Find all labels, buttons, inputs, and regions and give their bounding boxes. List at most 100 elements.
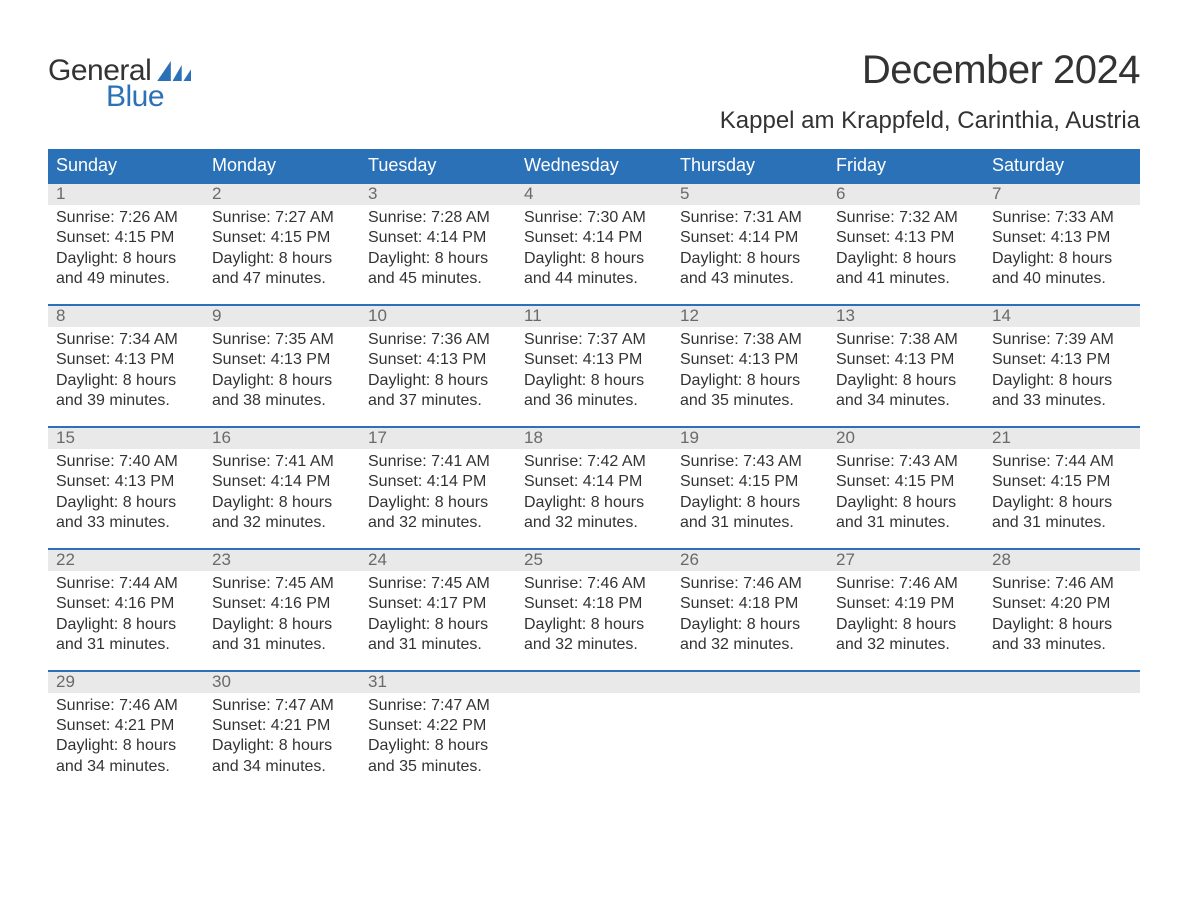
day-detail: Sunrise: 7:41 AMSunset: 4:14 PMDaylight:… (360, 449, 516, 548)
daylight-line2: and 36 minutes. (524, 391, 664, 411)
day-number: 13 (828, 306, 984, 327)
sunrise-text: Sunrise: 7:43 AM (680, 452, 820, 472)
calendar-table: Sunday Monday Tuesday Wednesday Thursday… (48, 149, 1140, 791)
calendar-week: 22232425262728Sunrise: 7:44 AMSunset: 4:… (48, 548, 1140, 670)
daylight-line1: Daylight: 8 hours (680, 371, 820, 391)
daylight-line2: and 31 minutes. (836, 513, 976, 533)
daylight-line2: and 32 minutes. (524, 513, 664, 533)
sunset-text: Sunset: 4:13 PM (836, 228, 976, 248)
sunrise-text: Sunrise: 7:44 AM (56, 574, 196, 594)
day-number: 7 (984, 184, 1140, 205)
day-number: 16 (204, 428, 360, 449)
daylight-line2: and 37 minutes. (368, 391, 508, 411)
sunset-text: Sunset: 4:15 PM (992, 472, 1132, 492)
daylight-line1: Daylight: 8 hours (836, 249, 976, 269)
daylight-line1: Daylight: 8 hours (212, 371, 352, 391)
day-detail: Sunrise: 7:37 AMSunset: 4:13 PMDaylight:… (516, 327, 672, 426)
sunset-text: Sunset: 4:13 PM (56, 472, 196, 492)
day-number (672, 672, 828, 693)
day-detail: Sunrise: 7:44 AMSunset: 4:15 PMDaylight:… (984, 449, 1140, 548)
calendar-week: 293031Sunrise: 7:46 AMSunset: 4:21 PMDay… (48, 670, 1140, 792)
daylight-line1: Daylight: 8 hours (368, 736, 508, 756)
sunset-text: Sunset: 4:13 PM (368, 350, 508, 370)
day-number: 18 (516, 428, 672, 449)
day-detail: Sunrise: 7:43 AMSunset: 4:15 PMDaylight:… (828, 449, 984, 548)
location-subtitle: Kappel am Krappfeld, Carinthia, Austria (720, 107, 1140, 135)
daylight-line1: Daylight: 8 hours (212, 615, 352, 635)
sunrise-text: Sunrise: 7:37 AM (524, 330, 664, 350)
sunrise-text: Sunrise: 7:38 AM (836, 330, 976, 350)
daylight-line1: Daylight: 8 hours (524, 371, 664, 391)
day-number: 20 (828, 428, 984, 449)
daylight-line2: and 31 minutes. (212, 635, 352, 655)
weekday-header: Monday (204, 149, 360, 182)
day-detail: Sunrise: 7:40 AMSunset: 4:13 PMDaylight:… (48, 449, 204, 548)
detail-row: Sunrise: 7:40 AMSunset: 4:13 PMDaylight:… (48, 449, 1140, 548)
sunset-text: Sunset: 4:14 PM (212, 472, 352, 492)
sunrise-text: Sunrise: 7:46 AM (992, 574, 1132, 594)
month-title: December 2024 (720, 48, 1140, 93)
sunrise-text: Sunrise: 7:41 AM (368, 452, 508, 472)
sunset-text: Sunset: 4:21 PM (56, 716, 196, 736)
sunrise-text: Sunrise: 7:46 AM (56, 696, 196, 716)
sunrise-text: Sunrise: 7:33 AM (992, 208, 1132, 228)
daylight-line2: and 31 minutes. (56, 635, 196, 655)
daylight-line1: Daylight: 8 hours (524, 615, 664, 635)
sunrise-text: Sunrise: 7:41 AM (212, 452, 352, 472)
daylight-line2: and 40 minutes. (992, 269, 1132, 289)
daylight-line2: and 31 minutes. (680, 513, 820, 533)
sunset-text: Sunset: 4:13 PM (56, 350, 196, 370)
sunset-text: Sunset: 4:14 PM (524, 472, 664, 492)
day-detail: Sunrise: 7:41 AMSunset: 4:14 PMDaylight:… (204, 449, 360, 548)
sunrise-text: Sunrise: 7:27 AM (212, 208, 352, 228)
sunset-text: Sunset: 4:17 PM (368, 594, 508, 614)
sunrise-text: Sunrise: 7:31 AM (680, 208, 820, 228)
daylight-line2: and 34 minutes. (56, 757, 196, 777)
sunrise-text: Sunrise: 7:40 AM (56, 452, 196, 472)
sunrise-text: Sunrise: 7:35 AM (212, 330, 352, 350)
detail-row: Sunrise: 7:34 AMSunset: 4:13 PMDaylight:… (48, 327, 1140, 426)
sunset-text: Sunset: 4:14 PM (524, 228, 664, 248)
daylight-line1: Daylight: 8 hours (56, 493, 196, 513)
sunset-text: Sunset: 4:15 PM (680, 472, 820, 492)
daylight-line1: Daylight: 8 hours (56, 736, 196, 756)
sunset-text: Sunset: 4:15 PM (212, 228, 352, 248)
day-number: 31 (360, 672, 516, 693)
day-detail: Sunrise: 7:33 AMSunset: 4:13 PMDaylight:… (984, 205, 1140, 304)
day-number: 15 (48, 428, 204, 449)
day-number: 24 (360, 550, 516, 571)
sunrise-text: Sunrise: 7:26 AM (56, 208, 196, 228)
day-detail: Sunrise: 7:47 AMSunset: 4:21 PMDaylight:… (204, 693, 360, 792)
daylight-line1: Daylight: 8 hours (992, 371, 1132, 391)
daylight-line1: Daylight: 8 hours (56, 615, 196, 635)
day-detail: Sunrise: 7:44 AMSunset: 4:16 PMDaylight:… (48, 571, 204, 670)
daylight-line2: and 32 minutes. (368, 513, 508, 533)
daylight-line1: Daylight: 8 hours (212, 493, 352, 513)
day-number: 17 (360, 428, 516, 449)
sunset-text: Sunset: 4:13 PM (680, 350, 820, 370)
day-detail: Sunrise: 7:28 AMSunset: 4:14 PMDaylight:… (360, 205, 516, 304)
day-number: 4 (516, 184, 672, 205)
daylight-line2: and 47 minutes. (212, 269, 352, 289)
daylight-line1: Daylight: 8 hours (212, 249, 352, 269)
daylight-line1: Daylight: 8 hours (212, 736, 352, 756)
sunset-text: Sunset: 4:15 PM (56, 228, 196, 248)
sunset-text: Sunset: 4:18 PM (524, 594, 664, 614)
day-number: 30 (204, 672, 360, 693)
day-number: 14 (984, 306, 1140, 327)
day-number: 6 (828, 184, 984, 205)
daylight-line1: Daylight: 8 hours (836, 615, 976, 635)
day-number: 11 (516, 306, 672, 327)
day-number: 10 (360, 306, 516, 327)
daylight-line2: and 33 minutes. (992, 391, 1132, 411)
weekday-header: Tuesday (360, 149, 516, 182)
sunset-text: Sunset: 4:13 PM (524, 350, 664, 370)
sunrise-text: Sunrise: 7:43 AM (836, 452, 976, 472)
daylight-line1: Daylight: 8 hours (368, 371, 508, 391)
daylight-line2: and 32 minutes. (836, 635, 976, 655)
detail-row: Sunrise: 7:46 AMSunset: 4:21 PMDaylight:… (48, 693, 1140, 792)
weekday-header: Sunday (48, 149, 204, 182)
sunrise-text: Sunrise: 7:34 AM (56, 330, 196, 350)
detail-row: Sunrise: 7:26 AMSunset: 4:15 PMDaylight:… (48, 205, 1140, 304)
day-detail: Sunrise: 7:38 AMSunset: 4:13 PMDaylight:… (672, 327, 828, 426)
